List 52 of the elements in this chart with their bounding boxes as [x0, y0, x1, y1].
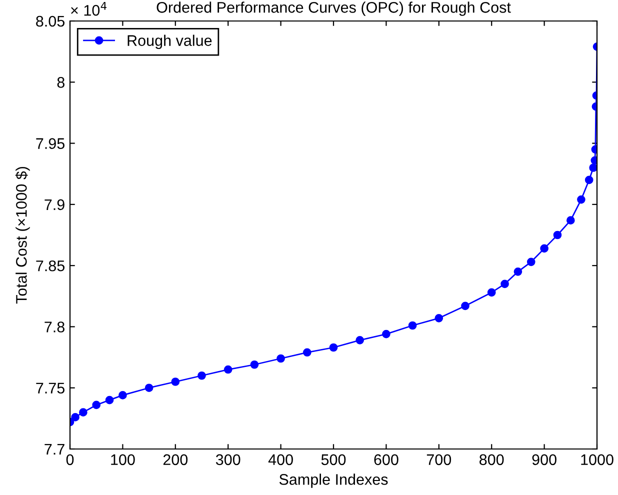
point [171, 378, 180, 386]
point [577, 195, 586, 204]
point [302, 348, 312, 357]
point [526, 258, 536, 266]
point [461, 302, 470, 310]
point [382, 330, 390, 338]
point [198, 371, 206, 380]
point [434, 314, 444, 322]
x-tick-label: 900 [532, 454, 556, 466]
y-tick-label: 7.75 [36, 382, 64, 394]
point [540, 244, 548, 253]
point [92, 400, 101, 410]
y-tick-label: 7.7 [44, 444, 64, 455]
x-tick-label: 600 [374, 454, 398, 466]
x-tick-label: 1000 [581, 454, 614, 466]
x-tick-label: 300 [216, 454, 240, 466]
point [408, 321, 417, 330]
point [329, 343, 338, 352]
y-tick-label: 7.85 [36, 260, 64, 272]
point [71, 413, 80, 422]
x-tick-label: 200 [163, 454, 188, 466]
x-tick-label: 700 [426, 454, 452, 466]
x-tick-label: 500 [321, 454, 346, 466]
point [144, 384, 154, 392]
y-tick-label: 7.8 [44, 322, 64, 332]
point [118, 391, 127, 400]
point [105, 396, 114, 404]
y-tick-label: 7.9 [44, 199, 64, 210]
point [224, 365, 232, 374]
point [79, 408, 88, 416]
y-axis-title: Total Cost (×1000 $) [15, 166, 30, 304]
x-tick-label: 100 [111, 454, 135, 466]
legend-label: Rough value [128, 34, 212, 49]
x-tick-label: 0 [66, 454, 74, 466]
y-tick-label: 8.05 [36, 16, 64, 27]
y-tick-label: 7.95 [36, 138, 64, 149]
chart-title: Ordered Performance Curves (OPC) for Rough Cost [156, 2, 511, 16]
point [566, 216, 575, 224]
point [500, 280, 509, 288]
text: × 10$^{4}$ [71, 2, 107, 16]
point [250, 360, 259, 369]
x-axis-title: Sample Indexes [279, 474, 388, 488]
point [276, 354, 285, 363]
point [356, 336, 364, 344]
point [553, 230, 562, 240]
point [584, 176, 594, 184]
point [589, 164, 597, 172]
point [514, 268, 522, 276]
point [487, 288, 496, 297]
x-tick-label: 800 [480, 454, 504, 466]
x-tick-label: 400 [268, 454, 293, 466]
y-tick-label: 8 [57, 77, 64, 88]
